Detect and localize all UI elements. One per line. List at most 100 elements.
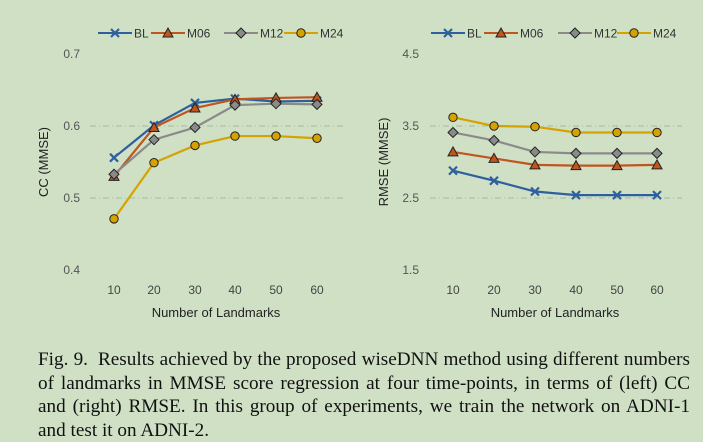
series-line-m24 xyxy=(452,116,657,134)
data-point-m12 xyxy=(570,147,582,160)
data-point-m24 xyxy=(652,127,662,138)
data-point-bl xyxy=(489,175,499,186)
legend-label: M24 xyxy=(653,27,677,41)
legend-marker-m24 xyxy=(629,28,639,38)
legend-label: BL xyxy=(467,27,482,41)
data-point-m06 xyxy=(148,121,160,132)
data-point-m12 xyxy=(270,97,282,110)
x-tick-label: 50 xyxy=(610,283,624,297)
y-tick-label: 0.7 xyxy=(63,47,80,61)
series-line-m12 xyxy=(452,131,657,155)
data-point-bl-stroke-b xyxy=(109,152,119,163)
data-point-m12 xyxy=(311,98,323,111)
data-point-m12 xyxy=(488,134,500,147)
y-tick-label: 1.5 xyxy=(402,263,419,277)
data-point-m12 xyxy=(651,147,663,160)
legend-marker-m12 xyxy=(569,27,581,39)
data-point-m06 xyxy=(611,159,623,171)
data-point-m12 xyxy=(611,147,623,160)
caption-label: Fig. 9. xyxy=(38,349,88,370)
data-point-m24 xyxy=(230,131,240,141)
left-chart: 0.4 0.5 0.6 0.7 10 20 30 40 50 60 Number of Landma… xyxy=(36,27,345,320)
y-tick-label: 0.4 xyxy=(63,263,80,277)
data-point-m24 xyxy=(448,112,458,123)
data-point-bl xyxy=(530,186,540,197)
data-point-m12 xyxy=(447,126,459,139)
x-tick-label: 40 xyxy=(228,283,242,297)
data-point-m24 xyxy=(271,131,281,141)
data-point-m12 xyxy=(148,133,160,146)
legend-marker-m06 xyxy=(495,26,507,38)
x-tick-label: 10 xyxy=(107,283,121,297)
data-point-m24 xyxy=(530,122,540,132)
figure-canvas: 0.4 0.5 0.6 0.7 10 20 30 40 50 60 Number of Landma… xyxy=(36,27,682,320)
data-point-m24 xyxy=(571,127,581,138)
right-chart: 1.5 2.5 3.5 4.5 10 20 30 40 50 60 Number of Landma… xyxy=(376,27,682,320)
x-axis-label: Number of Landmarks xyxy=(491,305,620,320)
y-tick-label: 0.5 xyxy=(63,191,80,205)
x-tick-label: 60 xyxy=(310,283,324,297)
data-point-bl xyxy=(109,152,119,163)
data-point-bl xyxy=(448,165,458,176)
data-point-m12 xyxy=(108,168,120,180)
figure-caption: Fig. 9. Results achieved by the proposed … xyxy=(38,348,690,442)
legend-label: M12 xyxy=(260,27,284,41)
y-tick-label: 4.5 xyxy=(402,47,419,61)
y-axis-label: CC (MMSE) xyxy=(36,127,51,197)
left-chart-legend: BL M06 M12 M24 xyxy=(98,27,344,41)
data-point-bl-stroke-b xyxy=(612,190,622,200)
data-point-bl-stroke-b xyxy=(489,175,499,186)
data-point-m06 xyxy=(447,145,459,157)
y-tick-label: 0.6 xyxy=(63,119,80,133)
data-point-m12 xyxy=(529,146,541,158)
data-point-bl xyxy=(612,190,622,200)
y-tick-label: 3.5 xyxy=(402,119,419,133)
data-point-m24 xyxy=(489,121,499,131)
data-point-m24 xyxy=(149,158,159,168)
series-line-m24 xyxy=(113,134,318,220)
x-tick-label: 20 xyxy=(487,283,501,297)
right-chart-legend: BL M06 M12 M24 xyxy=(431,27,677,41)
data-point-m12 xyxy=(189,121,201,134)
y-axis-label: RMSE (MMSE) xyxy=(376,118,391,207)
x-tick-label: 30 xyxy=(528,283,542,297)
x-tick-label: 20 xyxy=(147,283,161,297)
data-point-m24 xyxy=(109,214,119,224)
data-point-bl xyxy=(652,190,662,200)
data-point-bl-stroke-b xyxy=(652,190,662,200)
series-line-m12 xyxy=(113,102,318,176)
data-point-bl-stroke-b xyxy=(530,186,540,197)
x-axis-label: Number of Landmarks xyxy=(152,305,281,320)
series-line-bl xyxy=(452,169,657,197)
data-point-m06 xyxy=(651,158,663,170)
data-point-m12 xyxy=(229,99,241,111)
data-point-bl xyxy=(571,190,581,200)
x-tick-label: 60 xyxy=(650,283,664,297)
legend-label: M24 xyxy=(320,27,344,41)
x-tick-label: 10 xyxy=(446,283,460,297)
legend-label: M06 xyxy=(520,27,544,41)
series-line-bl xyxy=(113,97,318,159)
series-line-m06 xyxy=(113,96,318,178)
legend-label: BL xyxy=(134,27,149,41)
x-tick-label: 50 xyxy=(269,283,283,297)
legend-label: M06 xyxy=(187,27,211,41)
legend-marker-bl-stroke-b xyxy=(443,28,453,38)
data-point-m06 xyxy=(529,158,541,170)
legend-label: M12 xyxy=(594,27,618,41)
data-point-m06 xyxy=(570,159,582,171)
data-point-m24 xyxy=(612,127,622,138)
legend-marker-bl-stroke-b xyxy=(110,28,120,38)
data-point-bl-stroke-b xyxy=(571,190,581,200)
data-point-m06 xyxy=(488,152,500,163)
data-point-m24 xyxy=(312,133,322,143)
legend-marker-m06 xyxy=(162,26,174,38)
data-point-m06 xyxy=(189,101,201,113)
legend-marker-m24 xyxy=(296,28,306,38)
legend-marker-bl xyxy=(110,28,120,38)
x-tick-label: 40 xyxy=(569,283,583,297)
legend-marker-bl xyxy=(443,28,453,38)
data-point-bl-stroke-b xyxy=(448,165,458,176)
caption-text: Results achieved by the proposed wiseDNN… xyxy=(38,349,690,441)
data-point-m24 xyxy=(190,140,200,151)
